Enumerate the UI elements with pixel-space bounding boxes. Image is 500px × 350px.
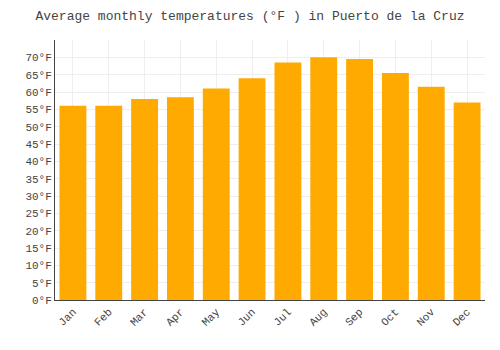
svg-text:0°F: 0°F bbox=[32, 295, 52, 307]
svg-text:65°F: 65°F bbox=[25, 70, 51, 82]
svg-text:30°F: 30°F bbox=[25, 191, 51, 203]
svg-text:Mar: Mar bbox=[128, 306, 150, 328]
svg-text:60°F: 60°F bbox=[25, 87, 51, 99]
svg-text:Jan: Jan bbox=[56, 306, 78, 328]
svg-text:Jun: Jun bbox=[236, 306, 258, 328]
svg-text:70°F: 70°F bbox=[25, 52, 51, 64]
svg-text:5°F: 5°F bbox=[32, 278, 52, 290]
svg-text:Feb: Feb bbox=[92, 306, 114, 328]
svg-text:25°F: 25°F bbox=[25, 208, 51, 220]
svg-text:15°F: 15°F bbox=[25, 243, 51, 255]
svg-text:55°F: 55°F bbox=[25, 104, 51, 116]
svg-text:Apr: Apr bbox=[164, 306, 186, 328]
svg-text:Dec: Dec bbox=[451, 306, 473, 328]
svg-text:35°F: 35°F bbox=[25, 174, 51, 186]
svg-text:Aug: Aug bbox=[307, 306, 329, 328]
svg-text:May: May bbox=[200, 306, 223, 329]
svg-text:Oct: Oct bbox=[379, 306, 401, 328]
svg-text:40°F: 40°F bbox=[25, 156, 51, 168]
svg-text:45°F: 45°F bbox=[25, 139, 51, 151]
svg-text:10°F: 10°F bbox=[25, 260, 51, 272]
svg-text:20°F: 20°F bbox=[25, 226, 51, 238]
svg-text:Average monthly temperatures (: Average monthly temperatures (°F ) in Pu… bbox=[35, 9, 464, 24]
svg-text:Jul: Jul bbox=[271, 306, 293, 328]
svg-text:50°F: 50°F bbox=[25, 122, 51, 134]
svg-text:Nov: Nov bbox=[415, 306, 438, 329]
svg-text:Sep: Sep bbox=[343, 306, 365, 328]
